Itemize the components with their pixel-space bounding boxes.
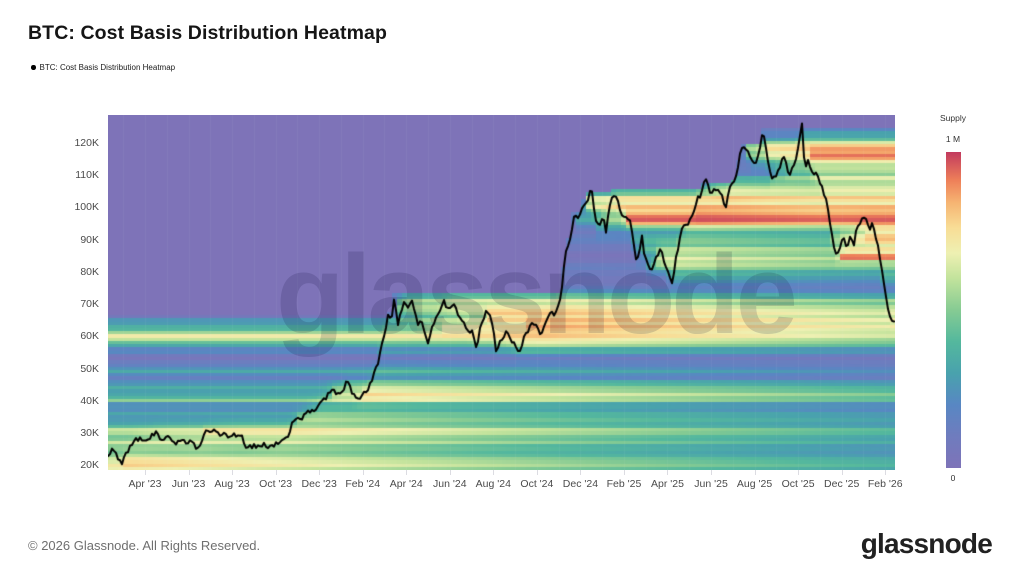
y-tick-label: 20K: [80, 459, 99, 472]
x-tick-label: Dec '24: [562, 478, 599, 490]
x-tick-label: Jun '23: [171, 478, 206, 490]
y-tick-label: 30K: [80, 426, 99, 439]
x-tick-label: Apr '23: [128, 478, 162, 490]
y-tick-label: 50K: [80, 362, 99, 375]
x-tick-mark: [754, 470, 756, 475]
x-tick-label: Apr '24: [389, 478, 423, 490]
y-tick-label: 90K: [80, 233, 99, 246]
y-tick-label: 60K: [80, 330, 99, 343]
x-tick-label: Aug '25: [736, 478, 773, 490]
x-tick-label: Feb '24: [345, 478, 381, 490]
x-axis: Apr '23 Jun '23 Aug '23 Oct '23 Dec '23 Feb '…: [108, 470, 903, 496]
y-tick-label: 70K: [80, 298, 99, 311]
series-dot-icon: [31, 65, 36, 70]
legend-item[interactable]: BTC: Cost Basis Distribution Heatmap: [31, 63, 175, 72]
colorbar: Supply 1 M 0: [918, 113, 988, 493]
x-tick-mark: [885, 470, 887, 475]
y-axis: 120K 110K 100K 90K 80K 70K 60K 50K 40K 30K 20K: [0, 115, 99, 472]
x-tick-mark: [188, 470, 190, 475]
colorbar-max-label: 1 M: [945, 134, 961, 144]
glassnode-wordmark: glassnode: [860, 528, 993, 559]
x-tick-mark: [145, 470, 146, 475]
x-tick-label: Dec '25: [824, 478, 860, 490]
copyright-text: © 2026 Glassnode. All Rights Reserved.: [28, 538, 261, 553]
colorbar-min-label: 0: [950, 473, 956, 483]
x-tick-mark: [536, 470, 538, 475]
x-tick-label: Jun '25: [694, 478, 728, 490]
x-tick-mark: [667, 470, 669, 475]
x-tick-label: Feb '25: [606, 478, 642, 490]
colorbar-title: Supply: [940, 113, 966, 123]
x-tick-mark: [319, 470, 321, 475]
x-tick-label: Oct '23: [259, 478, 293, 490]
x-tick-mark: [406, 470, 408, 475]
x-tick-mark: [232, 470, 234, 475]
x-tick-mark: [798, 470, 800, 475]
x-tick-mark: [275, 470, 277, 475]
y-tick-label: 120K: [74, 137, 99, 150]
y-tick-label: 40K: [80, 394, 99, 407]
x-tick-mark: [711, 470, 713, 475]
x-tick-label: Oct '24: [520, 478, 554, 490]
x-tick-mark: [449, 470, 451, 475]
x-tick-label: Aug '23: [214, 478, 250, 490]
legend-label: BTC: Cost Basis Distribution Heatmap: [39, 63, 176, 72]
colorbar-gradient: [946, 152, 961, 468]
heatmap-plot[interactable]: glassnode: [108, 115, 895, 470]
y-tick-label: 110K: [75, 169, 99, 182]
x-tick-label: Feb '26: [867, 478, 903, 490]
x-tick-label: Jun '24: [433, 478, 467, 490]
x-tick-label: Aug '24: [475, 478, 511, 490]
x-tick-mark: [841, 470, 843, 475]
x-tick-label: Oct '25: [781, 478, 815, 490]
x-tick-mark: [623, 470, 625, 475]
page-title: BTC: Cost Basis Distribution Heatmap: [28, 22, 387, 44]
x-tick-mark: [580, 470, 582, 475]
x-tick-label: Apr '25: [651, 478, 684, 490]
heatmap-canvas[interactable]: [108, 115, 895, 470]
x-tick-mark: [493, 470, 495, 475]
x-tick-label: Dec '23: [301, 478, 337, 490]
y-tick-label: 80K: [80, 265, 99, 278]
x-tick-mark: [362, 470, 364, 475]
y-tick-label: 100K: [74, 201, 99, 214]
